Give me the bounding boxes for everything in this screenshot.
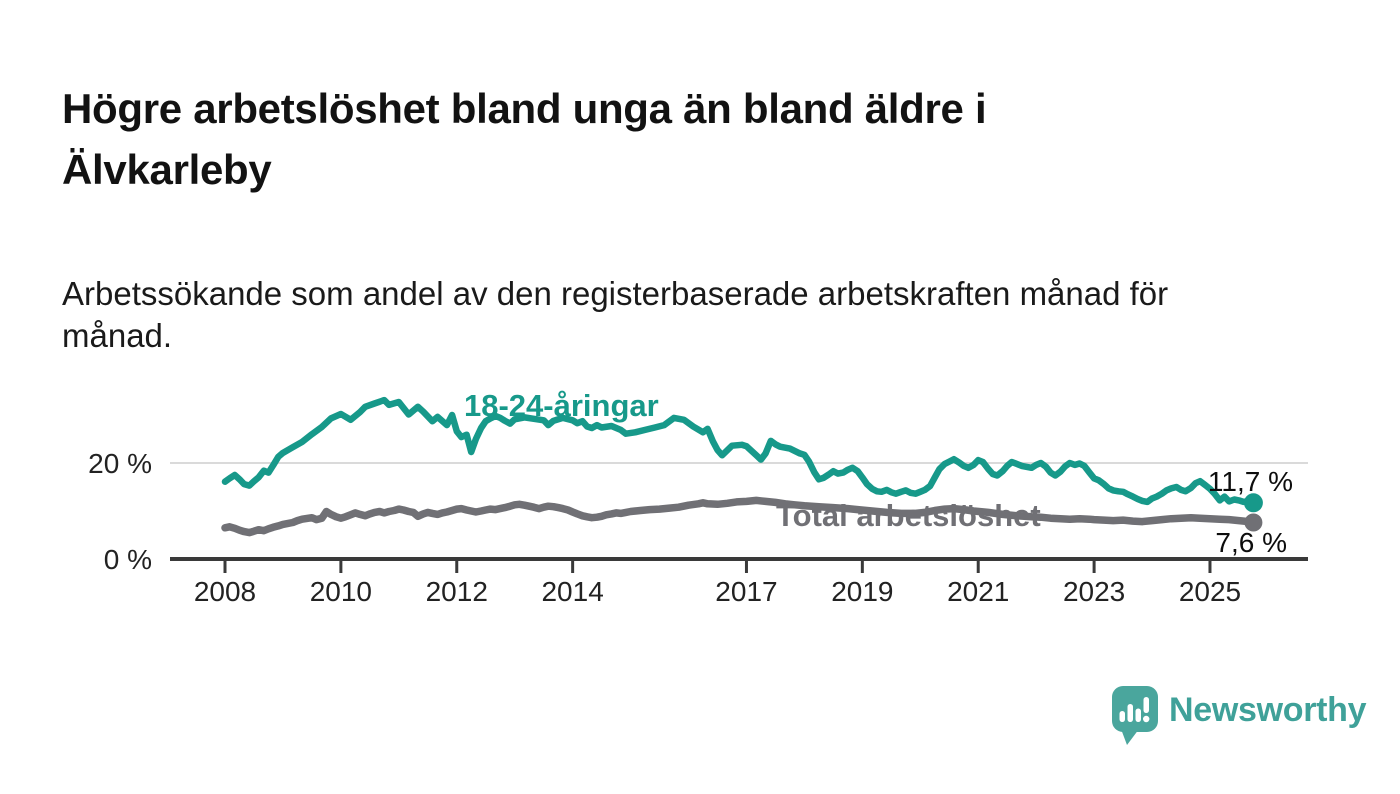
series-end-dot-total [1244, 513, 1263, 532]
page-title: Högre arbetslöshet bland unga än bland ä… [62, 78, 1222, 200]
title-line-2: Älvkarleby [62, 146, 272, 194]
x-axis-label-2008: 2008 [194, 576, 256, 607]
series-end-dot-18-24 [1243, 493, 1263, 513]
newsworthy-logo: Newsworthy [1112, 686, 1367, 748]
x-axis-label-2025: 2025 [1179, 576, 1241, 607]
subtitle-line-2: månad. [62, 317, 173, 354]
x-axis-label-2010: 2010 [310, 576, 372, 607]
end-value-label-total: 7,6 % [1215, 527, 1287, 558]
series-line-total [221, 496, 1258, 537]
x-axis-label-2023: 2023 [1063, 576, 1125, 607]
series-label-18-24: 18-24-åringar [464, 388, 659, 423]
x-axis-label-2012: 2012 [426, 576, 488, 607]
series-line-18-24 [221, 396, 1257, 507]
title-line-1: Högre arbetslöshet bland unga än bland ä… [62, 85, 987, 133]
newsworthy-logo-icon [1112, 686, 1158, 745]
chart-subtitle: Arbetssökande som andel av den registerb… [62, 273, 1282, 357]
x-axis-label-2017: 2017 [715, 576, 777, 607]
x-axis-label-2019: 2019 [831, 576, 893, 607]
y-axis-label-0: 0 % [104, 544, 152, 575]
x-axis-label-2014: 2014 [541, 576, 603, 607]
y-axis-label-20: 20 % [88, 448, 152, 479]
x-axis-label-2021: 2021 [947, 576, 1009, 607]
series-label-total: Total arbetslöshet [776, 498, 1041, 533]
newsworthy-wordmark: Newsworthy [1169, 691, 1367, 729]
end-value-label-18-24: 11,7 % [1207, 466, 1293, 497]
subtitle-line-1: Arbetssökande som andel av den registerb… [62, 275, 1169, 312]
